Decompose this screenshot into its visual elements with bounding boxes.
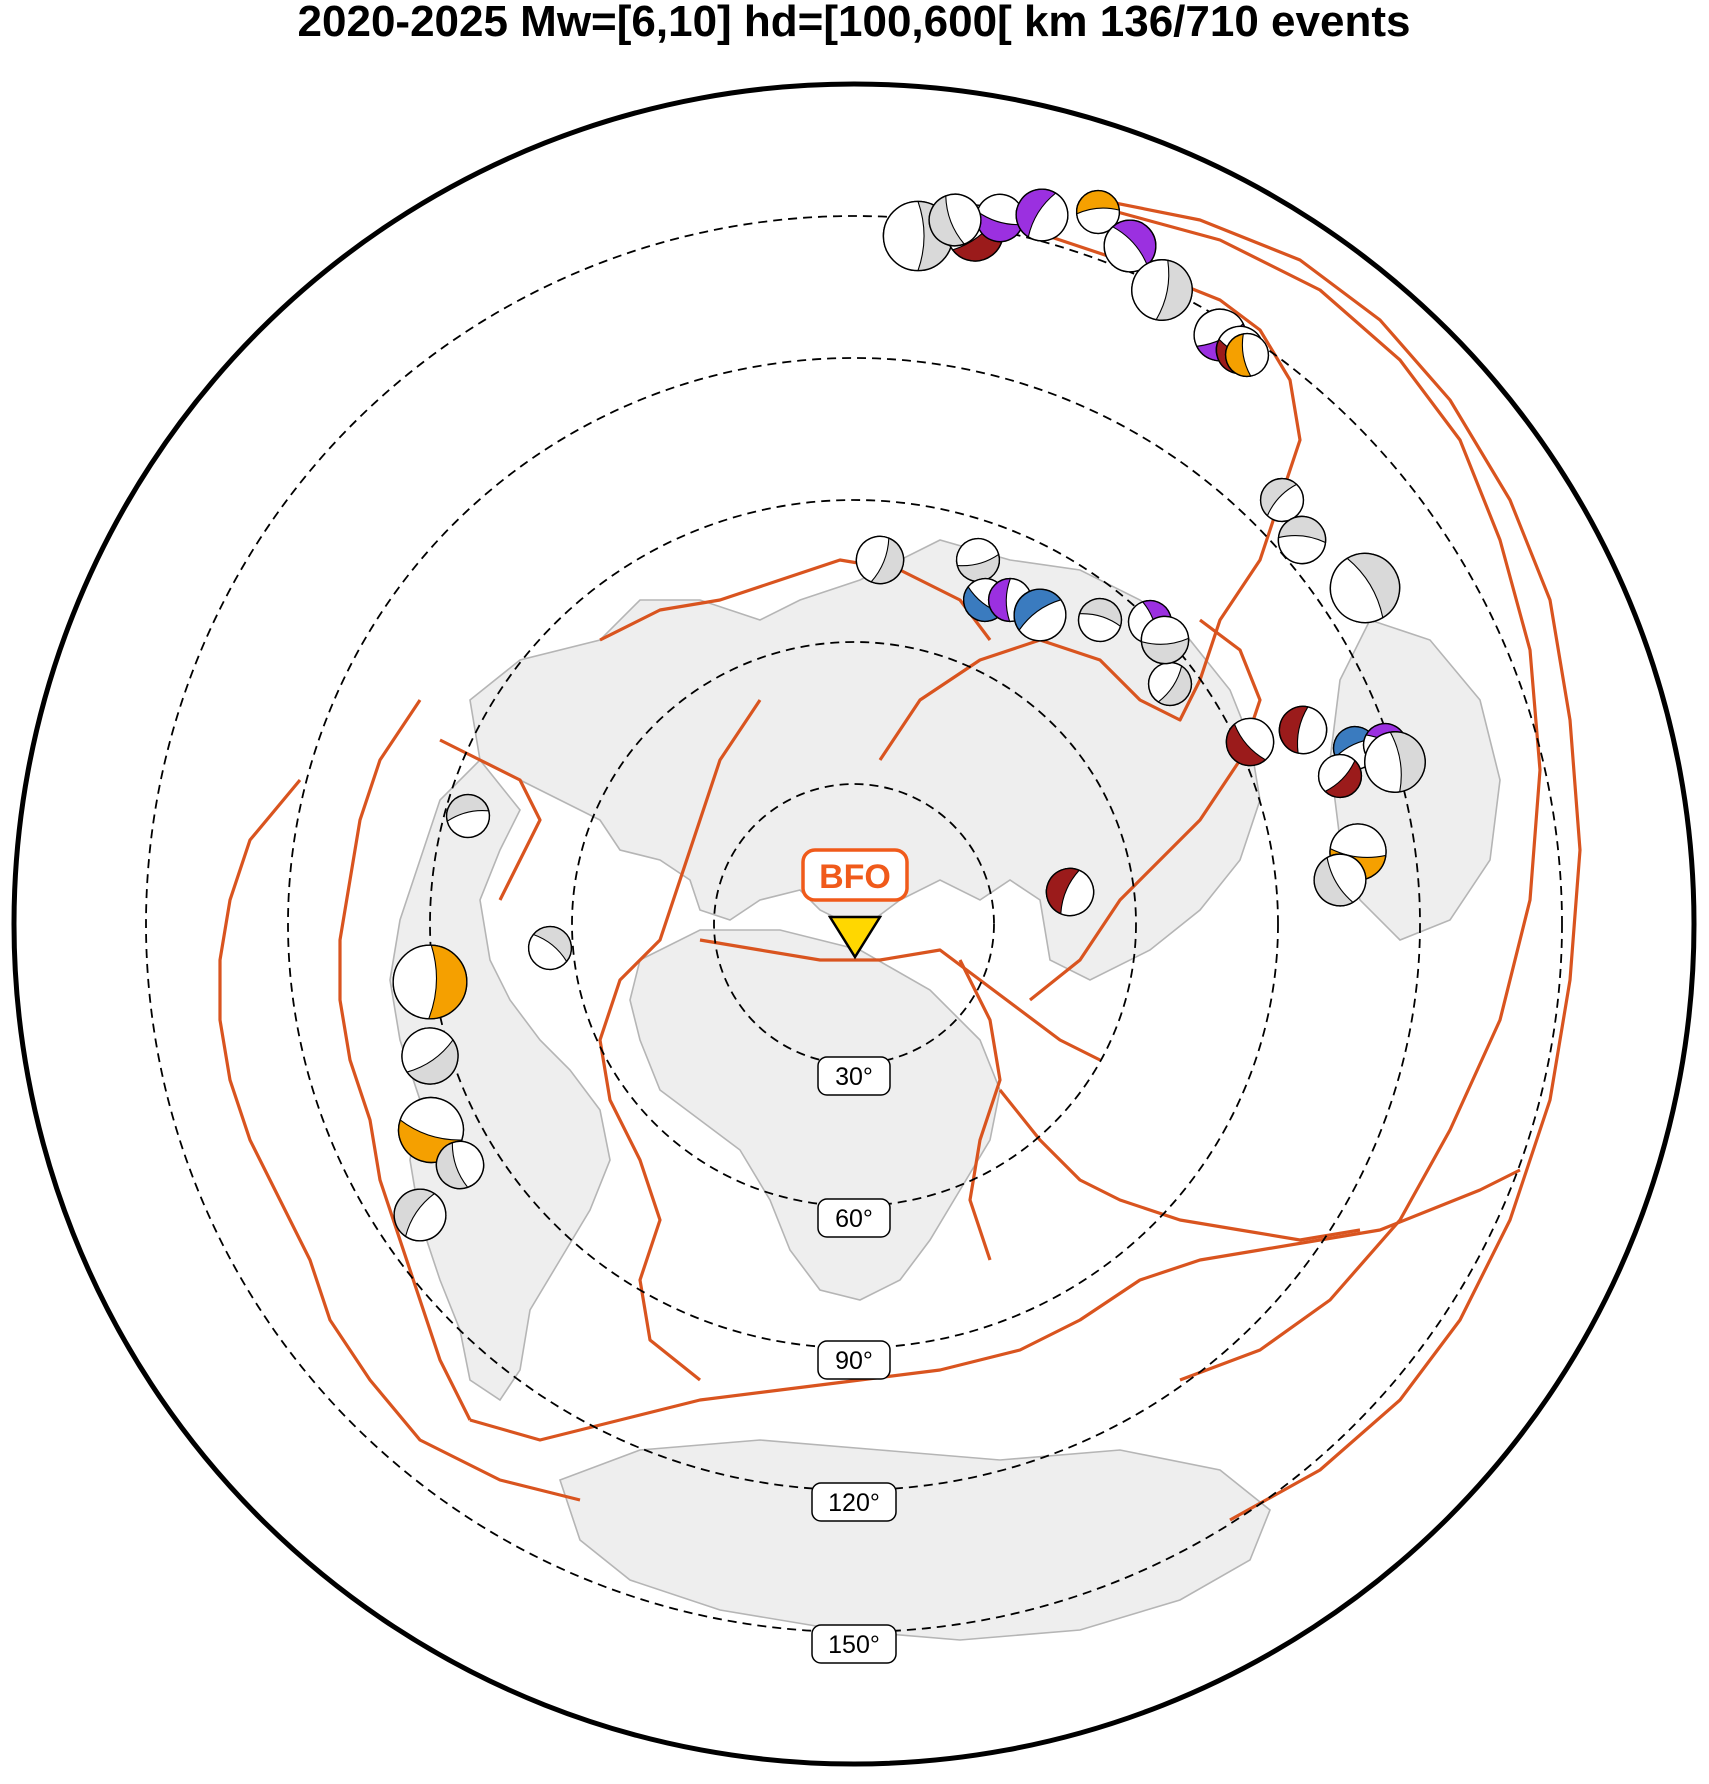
focal-mechanism[interactable] [849, 529, 910, 590]
focal-mechanism[interactable] [1039, 861, 1101, 923]
station-label-box [801, 848, 909, 902]
plate-boundary-east-africa [958, 959, 1002, 1261]
plate-boundary-indian-ridge [998, 1089, 1361, 1242]
focal-mechanism[interactable] [1127, 255, 1198, 326]
svg-text:60°: 60° [835, 1205, 873, 1233]
plate-boundaries [218, 198, 1582, 1522]
focal-mechanism[interactable] [520, 918, 580, 978]
focal-mechanism[interactable] [1310, 746, 1371, 807]
focal-mechanism[interactable] [1140, 615, 1190, 665]
svg-text:90°: 90° [835, 1347, 873, 1375]
ring-label-90: 90° [817, 1340, 891, 1380]
focal-mechanism[interactable] [971, 189, 1029, 247]
focal-mechanism[interactable] [1075, 189, 1121, 235]
ring-label-120: 120° [811, 1482, 897, 1522]
focal-mechanism[interactable] [442, 790, 494, 842]
svg-text:150°: 150° [828, 1631, 880, 1659]
focal-mechanism[interactable] [1217, 709, 1284, 776]
focal-mechanism[interactable] [430, 1135, 490, 1195]
plate-boundary-arctic [599, 558, 992, 642]
svg-text:120°: 120° [828, 1489, 880, 1517]
plate-boundary-caribbean [439, 738, 542, 901]
svg-text:30°: 30° [835, 1063, 873, 1091]
land-layer [389, 539, 1501, 1641]
ring-label-60: 60° [817, 1198, 891, 1238]
focal-mechanism[interactable] [384, 1179, 456, 1251]
focal-mechanism[interactable] [1276, 514, 1328, 566]
plate-boundary-americas-outer [218, 778, 581, 1502]
focal-mechanism[interactable] [1006, 179, 1077, 250]
landmass-americas [389, 758, 611, 1402]
focal-mechanism[interactable] [1094, 210, 1167, 283]
focal-mechanism[interactable] [1222, 330, 1272, 380]
map-title: 2020-2025 Mw=[6,10] hd=[100,600[ km 136/… [298, 0, 1411, 46]
focal-mechanism[interactable] [1004, 579, 1076, 651]
focal-mechanism[interactable] [1073, 593, 1126, 646]
landmass-africa [629, 929, 1001, 1301]
focal-mechanism[interactable] [922, 187, 989, 254]
plate-boundary-eurasia-africa [699, 938, 1101, 1062]
focal-mechanism[interactable] [1318, 541, 1413, 636]
plate-boundary-pacific-rim [1099, 198, 1582, 1522]
focal-mechanism[interactable] [1252, 470, 1312, 530]
focal-mechanism[interactable] [1360, 727, 1429, 796]
globe-outline [11, 81, 1697, 1767]
distance-ring-30 [713, 783, 995, 1065]
ring-labels: 30° 60° 90° 120° 150° [811, 1056, 897, 1664]
plate-boundary-pacific-inner [1109, 208, 1542, 1382]
ring-label-150: 150° [811, 1624, 897, 1664]
focal-mechanism[interactable] [390, 1089, 472, 1171]
station[interactable]: BFO [801, 848, 909, 960]
plate-boundary-mid-atlantic [598, 699, 762, 1382]
plate-boundary-southern-ocean [469, 1168, 1521, 1442]
focal-mechanism[interactable] [1140, 654, 1199, 713]
plate-boundary-arabia-india [1029, 618, 1262, 1002]
landmass-antarctica [558, 1439, 1271, 1641]
plate-boundary-americas-west [338, 699, 472, 1421]
focal-mechanism[interactable] [391, 1017, 469, 1095]
focal-mechanism[interactable] [1275, 702, 1331, 758]
focal-mechanism[interactable] [1305, 845, 1375, 915]
focal-mechanism[interactable] [392, 944, 468, 1020]
focal-mechanism[interactable] [952, 534, 1004, 586]
focal-mechanisms [384, 179, 1429, 1251]
station-marker[interactable] [827, 915, 883, 960]
ring-label-30: 30° [817, 1056, 891, 1096]
station-label: BFO [819, 858, 891, 896]
